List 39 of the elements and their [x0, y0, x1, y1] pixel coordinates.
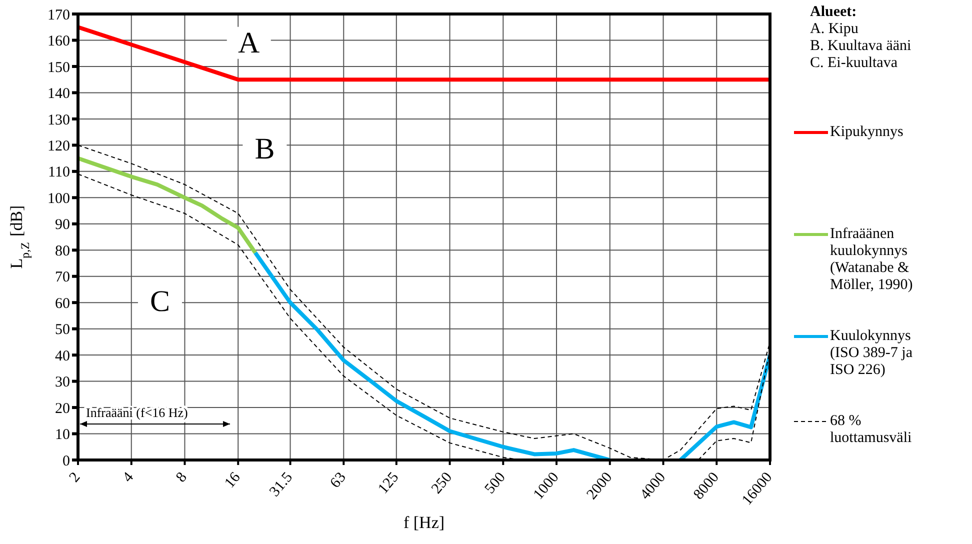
- y-tick-label: 60: [55, 296, 70, 312]
- legend-label: Kuulokynnys (ISO 389-7 ja ISO 226): [830, 328, 914, 379]
- y-tick-label: 110: [48, 164, 70, 181]
- y-tick-label: 140: [48, 86, 70, 102]
- annotation: C: [150, 284, 170, 318]
- y-tick-label: 120: [48, 138, 70, 154]
- legend-title: Alueet:: [810, 4, 858, 21]
- x-tick-label: 2: [66, 469, 84, 486]
- x-tick-label: 63: [327, 469, 350, 492]
- x-tick-label: 250: [428, 469, 456, 498]
- y-tick-label: 40: [55, 348, 70, 364]
- legend-label: Infraäänen kuulokynnys (Watanabe & Möller, 1990): [830, 226, 914, 294]
- y-tick-label: 20: [55, 400, 70, 417]
- x-tick-label: 8: [173, 469, 190, 486]
- y-tick-label: 50: [55, 322, 70, 338]
- text: A. Kipu: [810, 21, 860, 38]
- y-tick-label: 90: [55, 217, 70, 234]
- y-tick-label: 130: [48, 112, 70, 128]
- x-tick-label: 4: [120, 469, 138, 486]
- y-tick-label: 150: [48, 60, 70, 76]
- y-tick-label: 30: [55, 374, 70, 391]
- x-tick-label: 31.5: [266, 469, 296, 500]
- legend-label: Kipukynnys: [830, 124, 904, 141]
- y-tick-label: 100: [48, 190, 70, 207]
- annotation: B: [254, 132, 275, 166]
- x-tick-label: 125: [375, 469, 402, 498]
- y-tick-label: 10: [55, 427, 70, 444]
- x-axis-title: f [Hz]: [403, 513, 445, 532]
- x-tick-label: 500: [482, 469, 509, 498]
- y-tick-label: 0: [62, 453, 70, 470]
- legend-label: 68 % luottamusväli: [830, 413, 913, 447]
- y-tick-label: 160: [48, 34, 70, 50]
- y-tick-label: 80: [55, 243, 70, 260]
- y-tick-label: 70: [55, 270, 70, 286]
- y-tick-label: 170: [48, 7, 70, 24]
- text: C. Ei-kuultava: [810, 55, 898, 72]
- text: B. Kuultava ääni: [810, 38, 912, 55]
- x-tick-label: 16: [222, 469, 244, 492]
- annotation: A: [238, 26, 260, 60]
